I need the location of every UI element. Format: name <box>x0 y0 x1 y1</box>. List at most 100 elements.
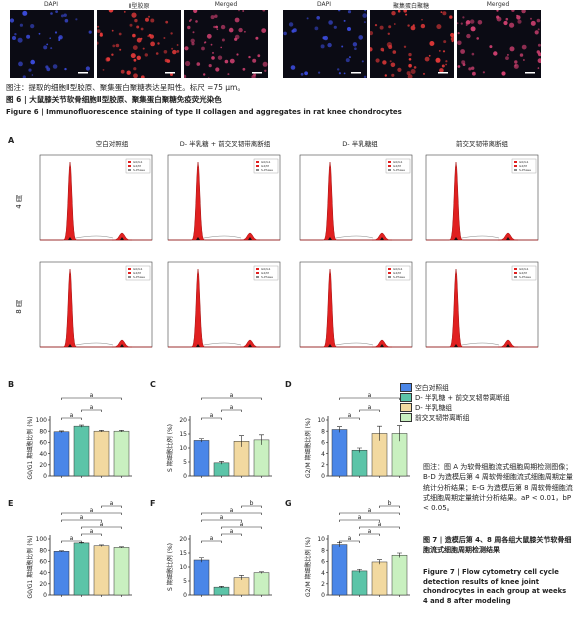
stained-cell <box>505 56 509 60</box>
stained-cell <box>530 20 536 26</box>
y-tick-label: 80 <box>39 547 47 554</box>
legend-swatch <box>400 402 412 412</box>
row-label-week4: 4 周 <box>15 195 23 209</box>
stained-cell <box>384 74 387 77</box>
histogram-legend <box>253 158 279 174</box>
stained-cell <box>450 32 455 38</box>
legend-swatch <box>400 412 412 422</box>
significance-bracket <box>339 397 400 400</box>
significance-bracket <box>379 505 400 508</box>
stained-cell <box>347 27 351 31</box>
stained-cell <box>457 40 462 46</box>
legend-swatch <box>400 392 412 402</box>
histogram-legend-label: G2/M <box>393 164 401 168</box>
error-bar <box>397 552 402 558</box>
histogram-legend-label: S-Phase <box>393 275 405 279</box>
stained-cell <box>216 28 219 31</box>
stained-cell <box>408 52 412 57</box>
if-label-merged-1: Merged <box>214 1 238 8</box>
bar <box>93 545 110 596</box>
stained-cell <box>23 11 26 14</box>
legend-label: D- 半乳糖组 <box>415 404 453 412</box>
y-tick-label: 100 <box>36 536 48 543</box>
stained-cell <box>290 65 296 70</box>
fig6-title-en: Figure 6 | Immunofluorescence staining o… <box>6 108 402 116</box>
significance-label: a <box>348 412 352 419</box>
stained-cell <box>43 45 48 50</box>
stained-cell <box>264 69 267 72</box>
significance-bracket <box>61 512 122 515</box>
histogram-legend-swatch <box>128 169 131 171</box>
y-tick-label: 10 <box>317 417 325 424</box>
significance-label: a <box>210 412 214 419</box>
bar <box>351 449 368 477</box>
legend-item-acl: 前交叉韧带离断组 <box>400 412 469 422</box>
stained-cell <box>471 52 475 56</box>
stained-cell <box>220 24 226 30</box>
y-tick-label: 8 <box>321 428 325 435</box>
stained-cell <box>75 18 78 21</box>
histogram-legend-label: G2/M <box>393 271 401 275</box>
bar <box>113 430 130 477</box>
significance-label: a <box>230 404 234 411</box>
stained-cell <box>457 65 461 68</box>
error-bar <box>99 544 104 547</box>
stained-cell <box>343 72 346 75</box>
y-axis-label: G2/M 期细胞比例 (%) <box>304 537 312 597</box>
stained-cell <box>442 50 446 53</box>
stained-cell <box>17 37 23 43</box>
significance-bracket <box>81 533 102 536</box>
peak-marker <box>506 237 510 240</box>
stained-cell <box>208 64 212 68</box>
peak-marker <box>380 344 384 347</box>
histogram-legend-label: G0/G1 <box>519 267 529 271</box>
error-bar <box>397 425 402 442</box>
col-title-dgal-acl: D- 半乳糖 + 前交叉韧带离断组 <box>179 140 271 148</box>
stained-cell <box>406 71 411 76</box>
stained-cell <box>120 69 125 74</box>
stained-cell <box>148 33 152 37</box>
stained-cell <box>148 15 150 18</box>
stained-cell <box>262 61 268 67</box>
stained-cell <box>493 51 498 56</box>
stained-cell <box>428 54 431 57</box>
stained-cell <box>213 25 216 29</box>
significance-label: a <box>368 528 372 535</box>
stained-cell <box>436 24 442 30</box>
stained-cell <box>328 20 333 25</box>
legend-item-dgal-acl: D- 半乳糖 + 前交叉韧带离断组 <box>400 392 510 402</box>
error-bar <box>239 435 244 447</box>
stained-cell <box>440 11 443 13</box>
stained-cell <box>397 9 401 13</box>
stained-cell <box>391 73 395 77</box>
stained-cell <box>403 9 407 13</box>
stained-cell <box>130 53 136 59</box>
stained-cell <box>144 53 148 57</box>
stained-cell <box>461 60 466 65</box>
stained-cell <box>248 55 251 59</box>
error-bar <box>239 575 244 580</box>
histogram-legend <box>253 265 279 281</box>
stained-cell <box>115 43 120 48</box>
panel-g-letter: G <box>285 499 292 508</box>
histogram-legend-label: S-Phase <box>519 275 531 279</box>
stained-cell <box>511 8 515 12</box>
stained-cell <box>31 74 34 76</box>
stained-cell <box>236 53 239 56</box>
error-bar <box>259 571 264 574</box>
stained-cell <box>364 9 367 12</box>
error-bar <box>99 430 104 433</box>
y-tick-label: 10 <box>179 564 187 571</box>
stained-cell <box>470 19 475 24</box>
stained-cell <box>211 56 215 60</box>
significance-bracket <box>359 409 380 412</box>
scale-bar <box>165 72 175 74</box>
significance-bracket <box>61 417 82 420</box>
y-axis-label: G0/G1 期细胞比例 (%) <box>26 535 34 598</box>
stained-cell <box>435 57 441 63</box>
if-label-aggrecan: 聚集蛋白聚糖 <box>392 3 429 10</box>
significance-label: a <box>90 404 94 411</box>
stained-cell <box>496 9 499 12</box>
